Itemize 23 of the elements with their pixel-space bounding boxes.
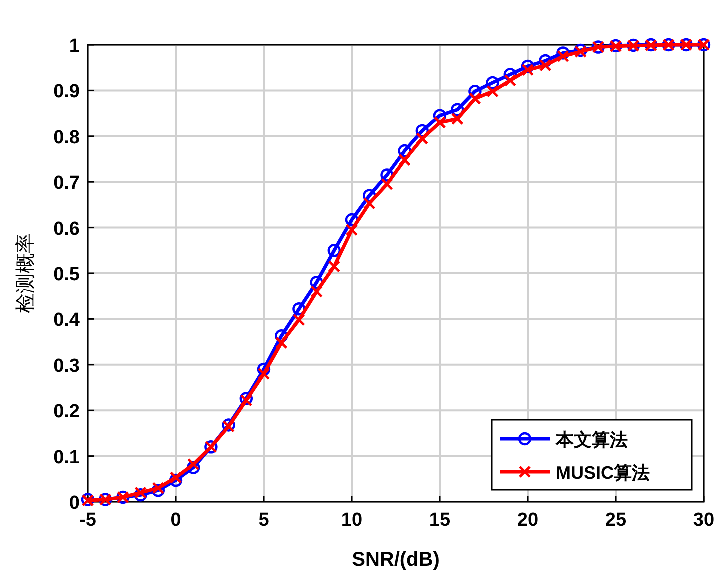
x-tick-label: 5 xyxy=(258,510,270,531)
legend-label: MUSIC算法 xyxy=(556,463,650,483)
x-tick-label: 25 xyxy=(605,510,627,531)
y-tick-label: 0.6 xyxy=(54,218,80,240)
x-tick-label: -5 xyxy=(80,510,97,531)
legend-label: 本文算法 xyxy=(555,430,628,450)
y-tick-label: 0.2 xyxy=(54,402,80,423)
x-tick-label: 20 xyxy=(517,510,539,531)
y-tick-label: 1 xyxy=(69,36,80,57)
y-axis-title: 检测概率 xyxy=(15,234,37,314)
y-tick-label: 0.5 xyxy=(54,264,80,286)
x-tick-label: 15 xyxy=(429,510,451,531)
y-tick-label: 0 xyxy=(69,493,80,514)
y-tick-label: 0.8 xyxy=(54,127,80,148)
y-tick-label: 0.1 xyxy=(54,447,80,468)
x-tick-label: 0 xyxy=(170,510,182,531)
y-tick-label: 0.4 xyxy=(54,310,80,332)
y-tick-label: 0.7 xyxy=(54,173,80,194)
x-tick-label: 30 xyxy=(693,510,715,531)
x-tick-label: 10 xyxy=(341,510,363,531)
y-tick-label: 0.3 xyxy=(54,356,80,377)
x-axis-title: SNR/(dB) xyxy=(352,549,440,570)
y-tick-label: 0.9 xyxy=(54,82,80,103)
